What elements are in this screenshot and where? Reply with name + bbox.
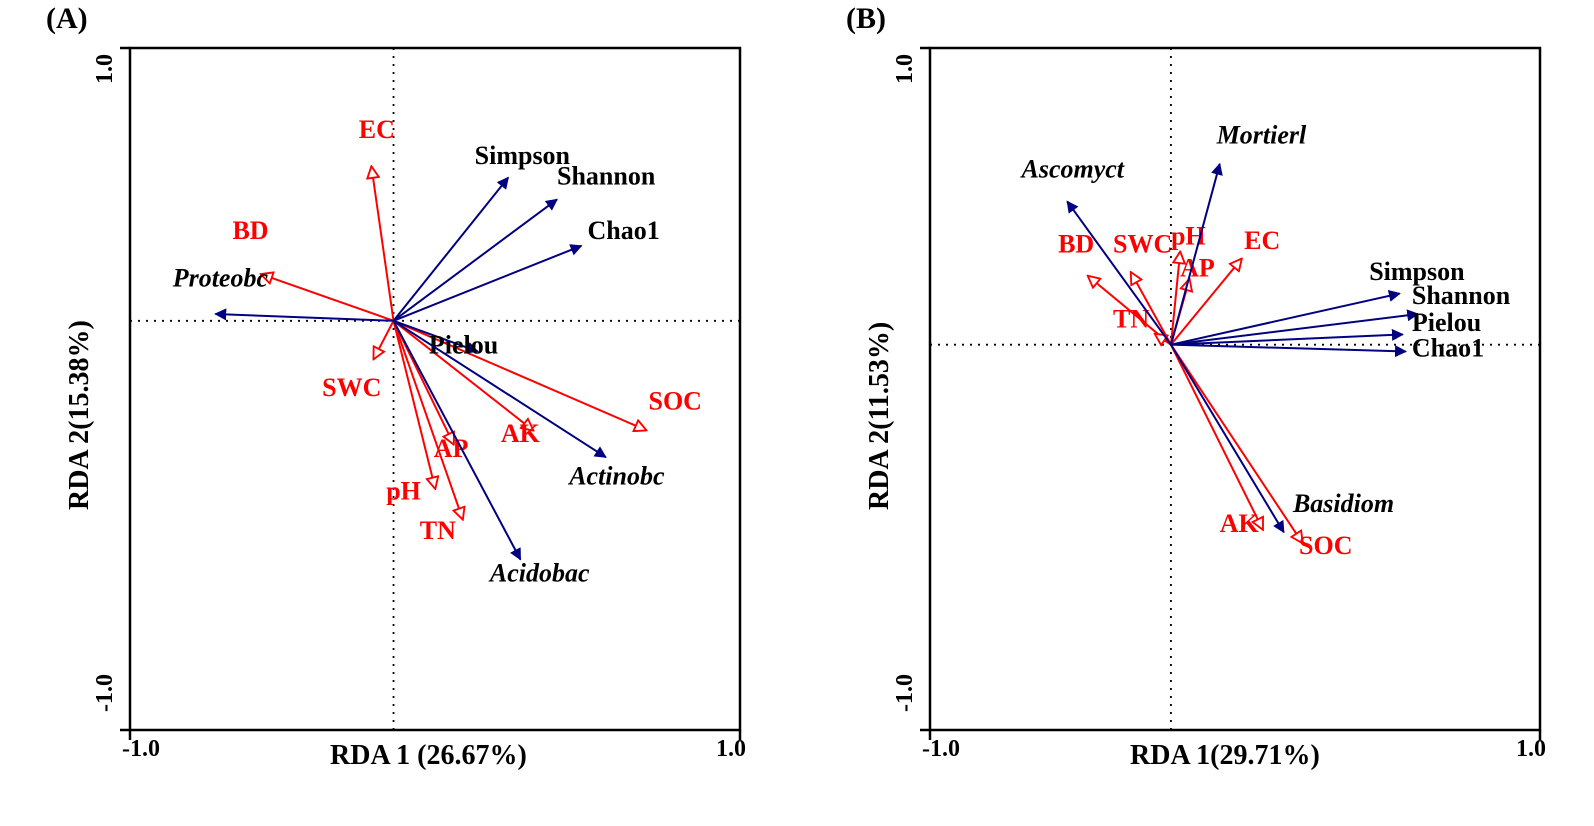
env-label-swc: SWC	[1113, 230, 1172, 259]
env-label-bd: BD	[1058, 230, 1094, 259]
species-vector-basidiom	[1171, 345, 1284, 533]
env-label-soc: SOC	[1299, 531, 1352, 560]
panel-b-plot: BDSWCpHAPECTNAKSOCAscomyctMortierlSimpso…	[930, 48, 1540, 730]
env-label-ak: AK	[1220, 509, 1260, 538]
species-label-shannon: Shannon	[1412, 281, 1511, 310]
panel-b-y-max: 1.0	[892, 54, 919, 84]
panel-b-x-max: 1.0	[1516, 736, 1546, 763]
panel-b-ylabel: RDA 2(11.53%)	[864, 322, 896, 510]
panel-b-y-min: -1.0	[892, 674, 919, 712]
env-vector-ak	[1171, 345, 1263, 529]
panel-b: (B) BDSWCpHAPECTNAKSOCAscomyctMortierlSi…	[0, 0, 1594, 826]
species-label-ascomyct: Ascomyct	[1020, 155, 1125, 184]
env-label-ap: AP	[1180, 253, 1215, 282]
rda-figure: (A) ECBDSWCAPpHTNAKSOCSimpsonShannonChao…	[0, 0, 1594, 826]
species-label-mortierl: Mortierl	[1216, 120, 1307, 149]
panel-b-xlabel: RDA 1(29.71%)	[1130, 740, 1320, 772]
env-label-ec: EC	[1244, 226, 1280, 255]
panel-b-title: (B)	[846, 2, 886, 36]
species-label-basidiom: Basidiom	[1292, 489, 1394, 518]
species-vector-chao1	[1171, 345, 1406, 352]
species-label-chao1: Chao1	[1412, 333, 1484, 362]
panel-b-x-min: -1.0	[922, 736, 960, 763]
